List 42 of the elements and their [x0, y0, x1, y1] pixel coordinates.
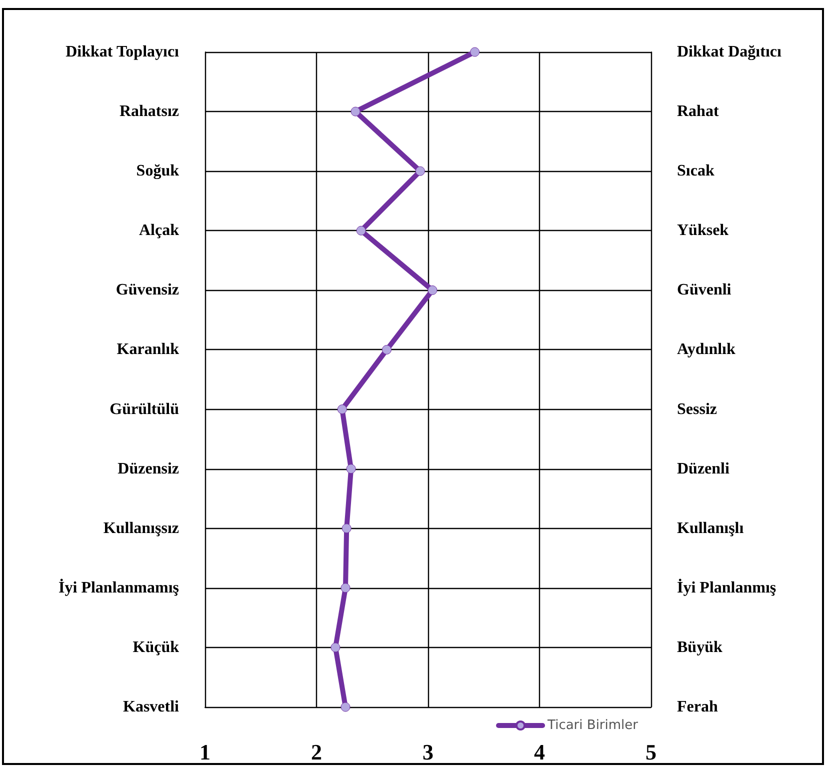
x-tick-label: 1: [200, 740, 210, 764]
y-tick-label: Alçak: [139, 222, 180, 240]
y2-tick-label: Kullanışlı: [677, 520, 744, 537]
point: [415, 166, 425, 176]
y2-tick-label: Düzenli: [677, 460, 730, 478]
y-tick-label: İyi Planlanmamış: [58, 578, 179, 596]
y-tick-label: Dikkat Toplayıcı: [66, 44, 180, 60]
y-tick-label: Kullanışsız: [103, 520, 179, 537]
y-tick-label: Karanlık: [116, 341, 180, 358]
point: [428, 285, 438, 295]
x-tick-label: 2: [311, 740, 322, 764]
point: [346, 464, 356, 474]
point: [337, 404, 347, 414]
y2-tick-label: Aydınlık: [677, 341, 736, 358]
legend-label: Ticari Birimler: [546, 718, 639, 733]
y2-tick-label: Dikkat Dağıtıcı: [677, 44, 782, 60]
x-tick-label: 5: [646, 740, 656, 764]
y-tick-label: Gürültülü: [110, 400, 180, 418]
y2-tick-label: Rahat: [677, 103, 720, 120]
x-tick-label: 3: [422, 740, 434, 764]
y2-tick-label: Büyük: [677, 638, 722, 656]
y2-tick-label: Yüksek: [677, 222, 729, 240]
y-tick-label: Kasvetli: [123, 698, 180, 716]
point: [470, 47, 480, 57]
point: [382, 344, 392, 354]
y2-tick-label: Sıcak: [677, 162, 714, 180]
point: [342, 524, 352, 534]
y-tick-label: Düzensiz: [118, 460, 179, 478]
point: [340, 583, 350, 593]
point: [330, 642, 340, 652]
point: [350, 106, 360, 116]
y-tick-label: Rahatsız: [119, 103, 179, 120]
y2-tick-label: İyi Planlanmış: [677, 578, 776, 596]
y2-tick-label: Güvenli: [677, 282, 732, 299]
y2-tick-label: Sessiz: [677, 400, 717, 418]
y2-tick-label: Ferah: [677, 698, 718, 716]
x-tick-label: 4: [534, 740, 545, 764]
point: [340, 702, 350, 712]
y-tick-label: Küçük: [132, 638, 180, 656]
y-tick-label: Soğuk: [136, 162, 180, 180]
point: [356, 226, 366, 236]
y-tick-label: Güvensiz: [116, 282, 179, 299]
